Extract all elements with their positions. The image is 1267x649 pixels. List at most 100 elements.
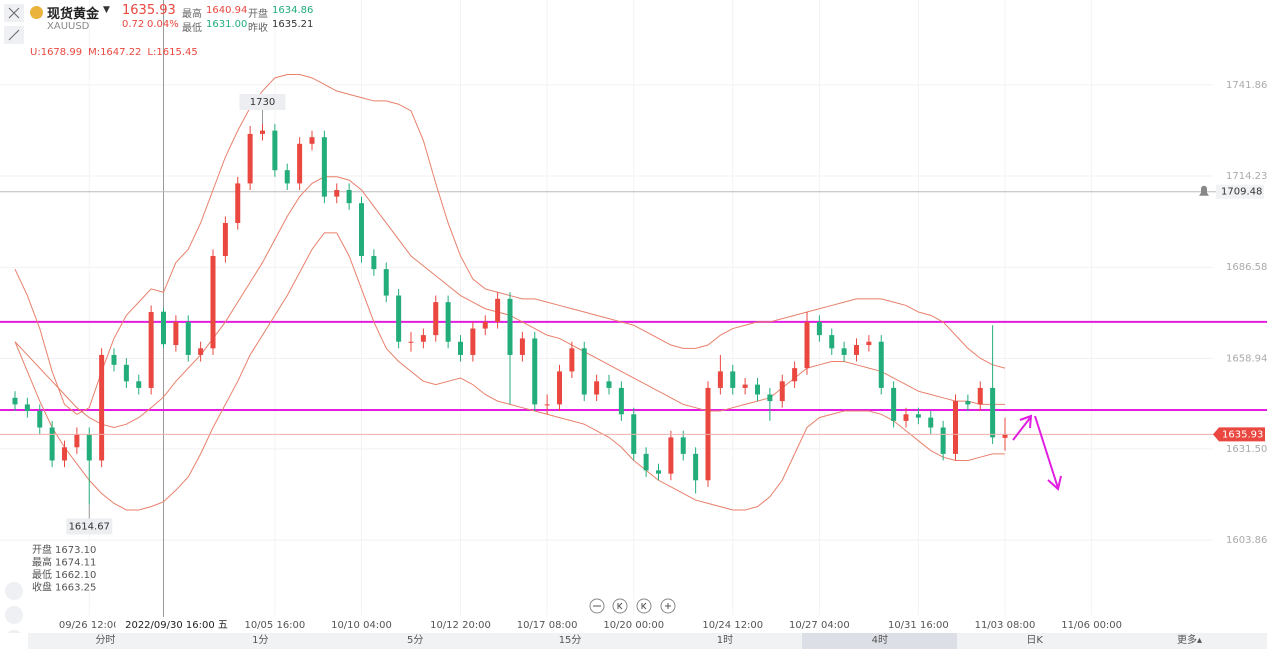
ohlc-name: 最低 (32, 568, 52, 581)
alert-tag (1216, 184, 1264, 199)
ohlc-value: 1663.25 (55, 583, 96, 594)
candle-body (903, 414, 909, 421)
timeframe-tab[interactable]: 日K (957, 633, 1112, 649)
candle-body (49, 427, 55, 461)
extreme-tag (66, 518, 113, 535)
bollinger-name: U: (30, 47, 41, 58)
tab-label: 1时 (716, 635, 734, 646)
header: 现货黄金 ▼ XAUUSD 1635.93 0.72 0.04% 最高 1640… (0, 0, 400, 60)
candle-body (445, 302, 451, 342)
candle-body (420, 335, 426, 342)
y-tick-label: 1631.50 (1226, 444, 1267, 455)
timeframe-tab[interactable]: 4时 (802, 633, 958, 649)
x-tick-label: 10/31 16:00 (888, 620, 949, 631)
bollinger-readout: U:1678.99 M:1647.22 L:1615.45 (30, 47, 198, 58)
caret: ▴ (1197, 635, 1203, 646)
x-tick-label: 10/24 12:00 (702, 620, 763, 631)
arrow-head (1047, 475, 1062, 491)
timeframe-tab[interactable]: 1时 (648, 633, 803, 649)
candle-body (24, 404, 30, 411)
candle-body (594, 381, 600, 395)
stat-label: 最低 (182, 23, 202, 34)
candle-body (123, 364, 129, 382)
extreme-label: 1614.67 (69, 521, 110, 532)
candle-body (767, 394, 773, 402)
candle-body (173, 321, 179, 346)
stat-value: 1635.21 (272, 19, 314, 30)
x-tick-label: 10/27 04:00 (789, 620, 850, 631)
candle-body (717, 371, 723, 388)
candle-body (272, 130, 278, 171)
x-tick-label: 09/26 12:00 (59, 620, 120, 631)
candle-body (940, 427, 946, 454)
candle-body (643, 453, 649, 471)
candle-body (878, 341, 884, 388)
chart: 1741.86 1714.23 1686.58 1658.94 1631.50 1603.… (0, 0, 1267, 633)
candle-body (74, 434, 80, 448)
candle-body (161, 311, 166, 345)
instrument-name[interactable]: 现货黄金 (47, 7, 100, 22)
draw-btn[interactable] (5, 606, 23, 624)
candle-body (334, 189, 340, 197)
candle-body (668, 437, 674, 474)
close-icon (8, 7, 20, 19)
candle-body (557, 371, 562, 405)
timeframe-tab[interactable]: 更多▴ (1112, 633, 1267, 649)
tab-label: 1分 (252, 635, 269, 646)
candle-body (297, 143, 303, 184)
candle-body (260, 130, 265, 134)
candle-body (618, 387, 624, 415)
candle-body (185, 321, 191, 355)
candle-body (519, 338, 525, 355)
candle-body (656, 470, 661, 474)
candle-body (792, 368, 798, 382)
bollinger-name: M: (88, 47, 100, 58)
timeframe-tab[interactable]: 15分 (493, 633, 648, 649)
timeframe-tab[interactable]: 分时 (28, 633, 183, 649)
symbol: XAUUSD (47, 21, 90, 32)
indicator-btn[interactable] (5, 582, 23, 600)
candle-body (86, 434, 92, 461)
price: 1635.93 (122, 3, 176, 18)
candle-body (284, 170, 290, 184)
timeframe-tab[interactable]: 1分 (183, 633, 338, 649)
candle-body (309, 137, 315, 144)
candle-body (62, 447, 67, 461)
x-tick-label: 10/12 20:00 (430, 620, 491, 631)
icons (593, 602, 671, 610)
candle-body (544, 404, 550, 406)
bollinger-value: 1678.99 (41, 47, 82, 58)
ohlc-name: 开盘 (32, 543, 52, 556)
ohlc-name: 最高 (32, 556, 52, 569)
ohlc-readout: 开盘 1673.10 (32, 543, 96, 556)
candle-body (581, 348, 587, 395)
candle-body (680, 437, 686, 454)
candle-body (779, 381, 785, 402)
candle-body (346, 189, 352, 204)
candle-body (742, 384, 748, 388)
last-price-tag (1213, 427, 1265, 442)
candle-body (321, 137, 327, 197)
tool-icon (8, 29, 20, 41)
extreme-tag (239, 94, 286, 111)
candle-body (433, 302, 439, 336)
dropdown[interactable]: ▼ (103, 5, 110, 15)
alert-label: 1709.48 (1221, 187, 1262, 198)
timeframe-tab[interactable]: 5分 (338, 633, 493, 649)
candle-body (854, 345, 859, 355)
ohlc-value: 1673.10 (55, 545, 96, 556)
change-pct: 0.04% (147, 19, 179, 30)
candle-body (371, 255, 377, 270)
candle-body (359, 203, 364, 256)
candle-body (247, 133, 253, 184)
last-price-label: 1635.93 (1222, 429, 1263, 440)
candle-body (965, 401, 971, 405)
candle-body (990, 387, 996, 438)
candle-body (569, 348, 575, 372)
tab-label: 分时 (95, 635, 116, 646)
candle-body (482, 321, 488, 329)
chart-btn[interactable] (5, 630, 23, 633)
candle-body (816, 321, 822, 336)
candle-body (408, 341, 414, 343)
bollinger-value: 1615.45 (156, 47, 197, 58)
